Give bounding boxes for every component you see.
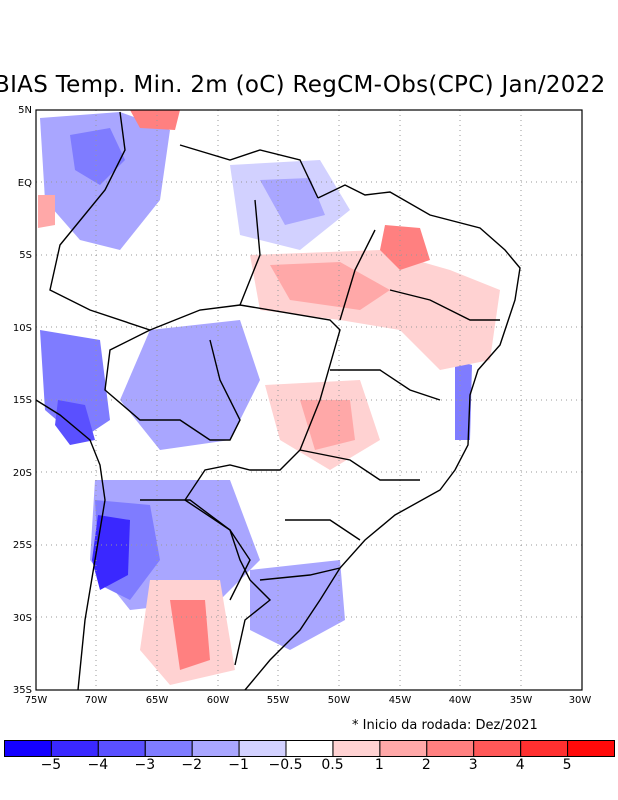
map-title-text: BIAS Temp. Min. 2m (oC) RegCM-Obs(CPC) J… [0,72,606,98]
map-title: BIAS Temp. Min. 2m (oC) RegCM-Obs(CPC) J… [0,72,618,106]
bias-region-neg-amazon-core [260,178,325,225]
lon-label: 30W [569,695,592,706]
lon-label: 55W [267,695,290,706]
border-states-4 [330,369,441,401]
border-north [179,144,319,199]
bias-region-pos-south-core [170,600,210,670]
border-states-2 [339,229,376,321]
border-states-6 [285,519,361,541]
border-paraguay-argentina [140,499,251,601]
lat-label: 5S [19,250,32,261]
lat-axis-labels: 5N EQ 5S 10S 15S 20S 25S 30S 35S [13,105,32,696]
colorbar-label: −0.5 [268,757,303,773]
country-borders [36,111,521,690]
colorbar-label: −2 [181,757,203,773]
colorbar-swatch [191,740,240,757]
colorbar-swatch [332,740,381,757]
colorbar-label: 3 [468,757,478,773]
colorbar-label: 5 [562,757,572,773]
lat-label: EQ [18,178,32,189]
border-states-1 [239,199,261,306]
colorbar-label: 4 [515,757,525,773]
coastline-atlantic [244,184,521,690]
border-bolivia [104,329,241,441]
lon-label: 45W [389,695,412,706]
colorbar-swatch [238,740,287,757]
colorbar-label: 2 [421,757,431,773]
colorbar-swatch [379,740,428,757]
colorbar [4,740,615,757]
colorbar-swatch [97,740,146,757]
colorbar-swatch [50,740,99,757]
colorbar-label: −1 [228,757,249,773]
colorbar-label: −5 [40,757,62,773]
colorbar-label: 0.5 [321,757,344,773]
colorbar-label: 1 [374,757,384,773]
colorbar-swatch [285,740,334,757]
lat-label: 25S [13,540,32,551]
lon-label: 70W [85,695,108,706]
colorbar-swatch [473,740,522,757]
colorbar-swatch [4,740,52,757]
bias-region-neg-chaco-core [92,515,130,590]
lat-label: 10S [13,323,32,334]
lat-label: 5N [18,105,32,116]
lon-label: 65W [146,695,169,706]
map-frame [35,109,583,691]
run-start-note: * Inicio da rodada: Dez/2021 [352,718,538,733]
lon-label: 60W [207,695,230,706]
lon-axis-labels: 75W 70W 65W 60W 55W 50W 45W 40W 35W 30W [25,695,592,706]
colorbar-swatch [426,740,475,757]
grid-lines [36,110,582,690]
border-states-3 [389,289,500,321]
lon-label: 40W [449,695,472,706]
bias-region-neg-central [120,320,260,450]
bias-region-pos-north-top [130,110,180,130]
bias-region-pos-northeast-core [270,262,390,310]
bias-region-pos-coast-west [38,195,55,228]
lat-label: 15S [13,395,32,406]
border-brazil-west [49,111,341,666]
colorbar-swatch [144,740,193,757]
coastline-pacific [36,399,106,690]
colorbar-label: −3 [134,757,156,773]
border-states-5 [299,449,420,481]
lat-label: 20S [13,468,32,479]
bias-region-pos-central-core [300,400,355,450]
colorbar-swatch [520,740,569,757]
lon-label: 50W [328,695,351,706]
lat-label: 35S [13,685,32,696]
bias-field [38,110,500,685]
lon-label: 75W [25,695,48,706]
bias-region-pos-maranhao [380,225,430,270]
bias-region-neg-andes [55,400,95,445]
colorbar-swatch [567,740,615,757]
border-states-7 [259,567,341,581]
bias-region-neg-north-core [70,128,125,185]
lon-label: 35W [510,695,533,706]
bias-region-neg-coast [455,360,472,440]
bias-region-neg-southeast [250,560,345,650]
colorbar-label: −4 [87,757,109,773]
lat-label: 30S [13,613,32,624]
